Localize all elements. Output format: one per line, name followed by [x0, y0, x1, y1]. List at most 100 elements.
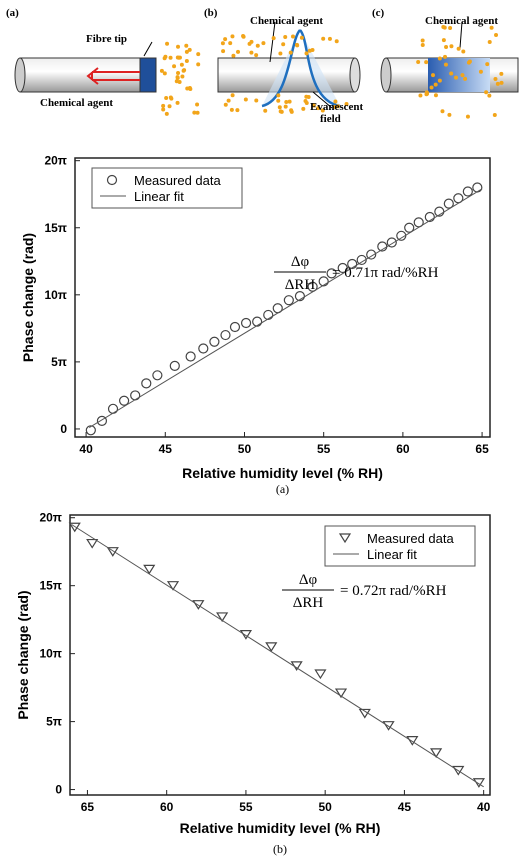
fibre-end: [14, 57, 26, 93]
particle: [442, 25, 447, 30]
x-axis-label: Relative humidity level (% RH): [180, 820, 381, 836]
plot-frame: [74, 157, 491, 438]
marker: [337, 262, 348, 274]
chart: 40 45 50 55 60 65 0 5π 10π 15π 20π Relative humidit…: [20, 154, 491, 496]
y-tick-label: 20π: [44, 154, 67, 168]
x-tick-label: 60: [160, 800, 174, 814]
marker: [252, 316, 263, 327]
marker: [338, 533, 352, 544]
particle: [184, 43, 189, 48]
marker: [96, 415, 108, 427]
particle: [418, 93, 423, 98]
particle: [431, 73, 436, 78]
particle: [195, 102, 200, 107]
marker: [240, 317, 252, 329]
particle: [281, 42, 286, 47]
particle: [289, 109, 294, 114]
particle: [231, 53, 236, 58]
legend-box: [91, 167, 243, 209]
particle: [235, 108, 240, 113]
particle: [195, 110, 200, 115]
marker: [216, 612, 229, 623]
particle: [223, 37, 228, 42]
y-tick-label: 10π: [39, 647, 62, 661]
marker: [229, 321, 241, 333]
particle: [172, 64, 177, 69]
y-tick-label: 0: [60, 422, 67, 436]
y-tick-label: 0: [55, 783, 62, 797]
particle: [332, 104, 337, 109]
label: Fibre tip: [86, 33, 127, 45]
particle: [336, 104, 341, 109]
marker: [209, 336, 220, 347]
label: Chemical agent: [250, 15, 323, 27]
caption: (a): [276, 482, 289, 496]
panel-label: (c): [372, 7, 385, 19]
legend-label: Linear fit: [367, 547, 417, 562]
particle: [168, 55, 173, 60]
label: Evanescent: [310, 101, 364, 113]
particle: [306, 95, 311, 100]
particle: [316, 106, 321, 111]
particle: [429, 85, 434, 90]
x-tick-label: 65: [81, 800, 95, 814]
plot-frame: [69, 514, 491, 796]
eq-text: = 0.71π rad/%RH: [332, 265, 439, 281]
particle: [461, 49, 466, 54]
marker: [141, 378, 152, 389]
marker: [106, 547, 119, 557]
particle: [196, 52, 201, 57]
particle: [168, 95, 173, 100]
particle: [223, 102, 228, 107]
particle: [495, 81, 500, 86]
particle: [255, 43, 260, 48]
panel-label: (b): [204, 7, 218, 19]
fibre-end: [380, 57, 392, 93]
particle: [279, 109, 284, 114]
marker: [430, 748, 443, 758]
particle: [433, 82, 438, 87]
particle: [420, 42, 425, 47]
y-tick-label: 15π: [39, 579, 62, 593]
eq-text: = 0.72π rad/%RH: [340, 583, 447, 599]
particle: [465, 114, 470, 119]
x-tick-label: 55: [239, 800, 253, 814]
x-tick-label: 50: [318, 800, 332, 814]
particle: [278, 51, 283, 56]
legend-label: Measured data: [367, 531, 454, 546]
particle: [276, 93, 281, 98]
marker: [239, 630, 253, 640]
marker: [220, 329, 231, 341]
particle: [454, 75, 459, 80]
marker: [283, 295, 294, 306]
particle: [489, 25, 494, 30]
particle: [424, 90, 429, 95]
pointer: [143, 21, 463, 109]
particle: [463, 76, 468, 81]
marker: [68, 522, 81, 533]
x-tick-label: 45: [159, 442, 173, 456]
marker: [106, 174, 118, 186]
x-tick-label: 65: [475, 442, 489, 456]
particle: [460, 73, 465, 78]
particle: [261, 41, 266, 46]
fibre-end: [349, 57, 361, 93]
marker: [424, 211, 435, 223]
particle: [163, 54, 168, 59]
arrow: [86, 67, 99, 85]
particle: [299, 35, 304, 40]
particle: [254, 98, 259, 103]
particle: [180, 74, 185, 79]
particle: [437, 78, 442, 83]
particle: [174, 79, 179, 84]
particle: [283, 35, 288, 40]
particle: [492, 113, 497, 118]
particle: [165, 41, 170, 46]
particle: [440, 109, 445, 114]
particle: [449, 71, 454, 76]
particle: [230, 34, 235, 39]
marker: [143, 564, 156, 575]
marker: [86, 538, 99, 549]
marker: [318, 276, 329, 287]
particle: [456, 46, 461, 51]
